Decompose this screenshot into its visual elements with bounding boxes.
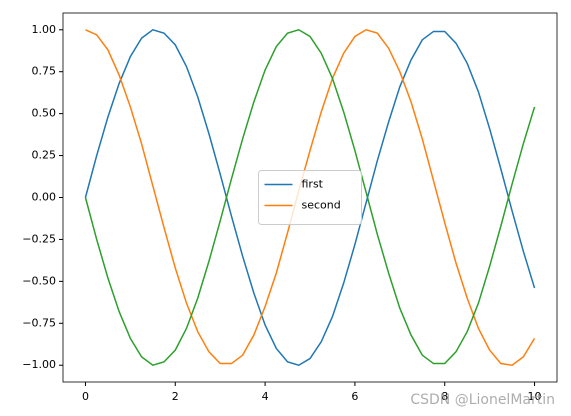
x-tick-label: 2 (172, 390, 179, 403)
y-tick-label: 1.00 (32, 23, 57, 36)
series-line (84, 28, 536, 367)
series-line (85, 28, 536, 367)
y-tick-label: 0.50 (32, 107, 57, 120)
y-tick-label: −0.50 (22, 274, 56, 287)
y-tick-label: 0.25 (32, 149, 57, 162)
y-tick-label: −0.75 (22, 316, 56, 329)
x-tick-label: 0 (82, 390, 89, 403)
watermark: CSDN @LionelMartin (410, 392, 555, 408)
x-tick-label: 6 (351, 390, 358, 403)
y-tick-label: 0.75 (32, 65, 57, 78)
y-tick-label: 0.00 (32, 191, 57, 204)
y-tick-label: −1.00 (22, 358, 56, 371)
legend-label: first (302, 178, 324, 191)
x-tick-label: 4 (262, 390, 269, 403)
y-tick-label: −0.25 (22, 232, 56, 245)
x-tick-label: 10 (528, 390, 542, 403)
series-line (84, 28, 536, 367)
legend-label: second (302, 199, 341, 212)
plot-frame (62, 12, 558, 383)
x-tick-label: 8 (441, 390, 448, 403)
